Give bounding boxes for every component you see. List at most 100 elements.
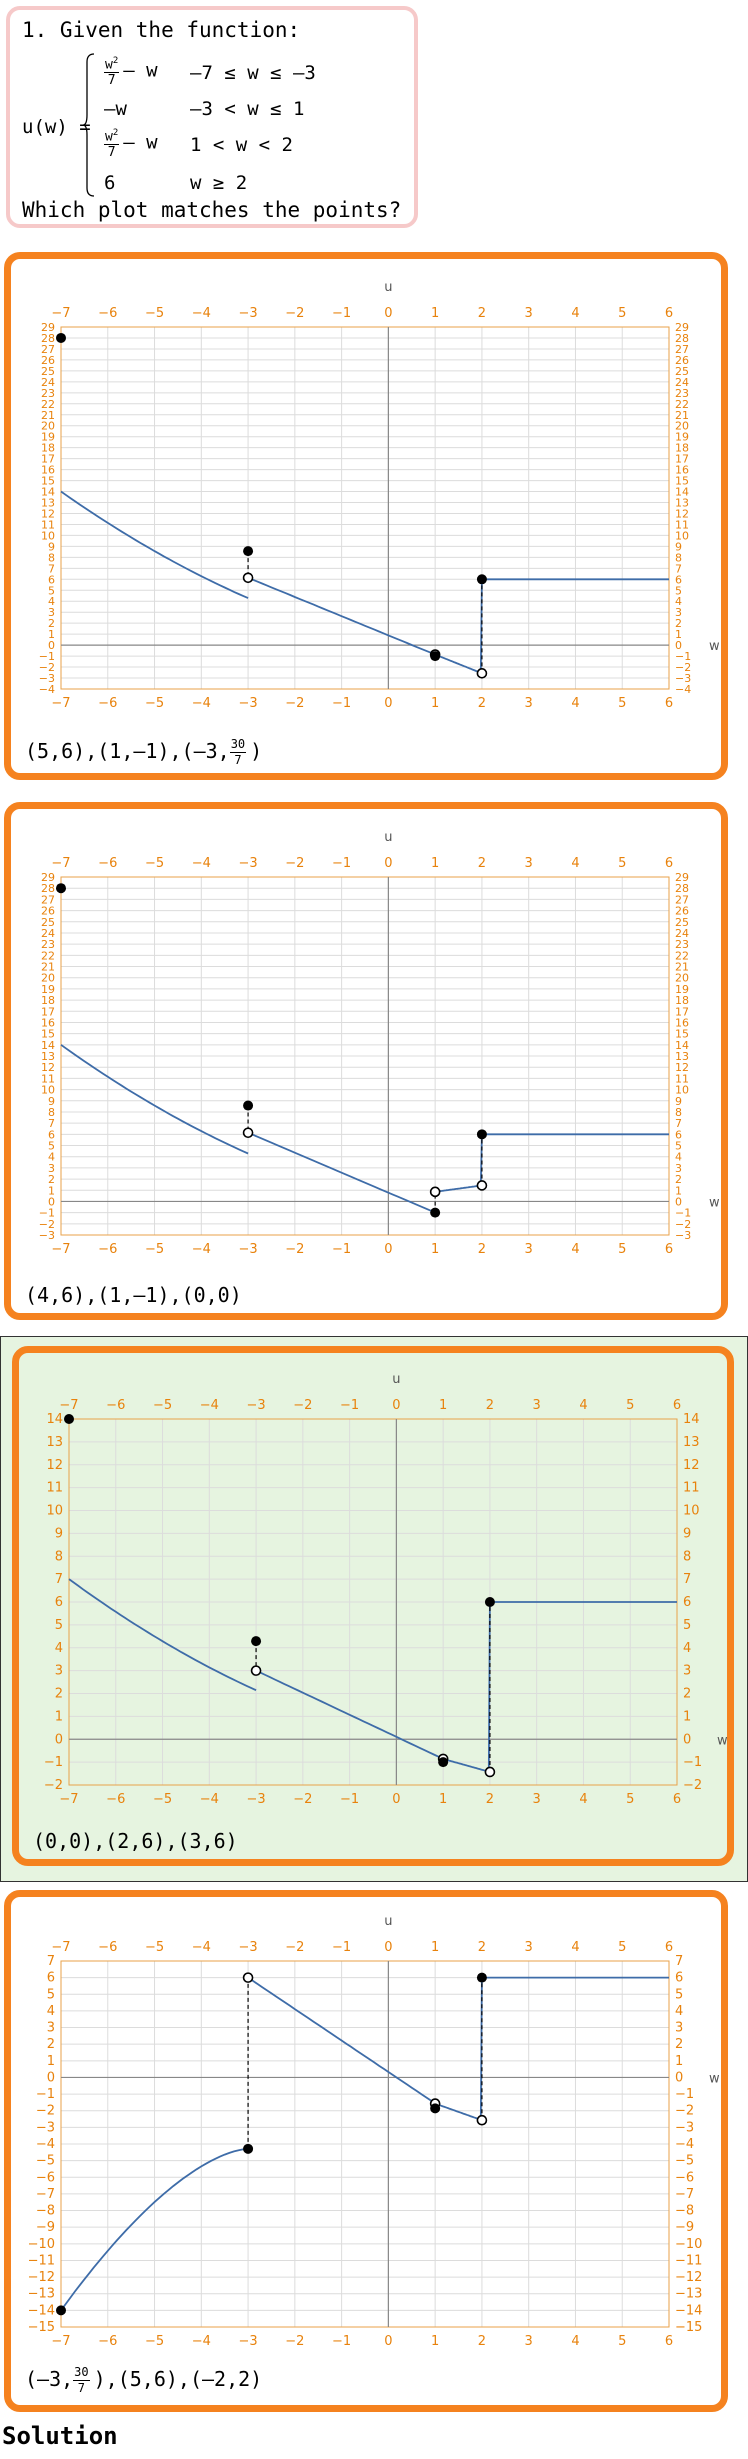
closed-point <box>56 2305 66 2316</box>
y-tick-label-left: 17 <box>41 1005 55 1018</box>
y-tick-label-right: −1 <box>675 1207 691 1220</box>
x-tick-label-top: 5 <box>618 856 626 871</box>
y-tick-label-right: 24 <box>675 927 689 940</box>
y-tick-label-right: 6 <box>675 573 682 586</box>
x-tick-label-bottom: −2 <box>285 1242 304 1257</box>
x-tick-label-bottom: −7 <box>51 2334 70 2349</box>
y-tick-label-left: −1 <box>39 1207 55 1220</box>
y-tick-label-left: 14 <box>41 486 55 499</box>
option-4-card[interactable]: −7 −7 −6 −6 −5 −5 −4 −4 −3 −3 −2 −2 −1 −1 0 0 1 1 2 2 3 3 4 4 5 5… <box>4 1890 728 2412</box>
y-tick-label-left: 10 <box>41 1084 55 1097</box>
y-tick-label-right: 7 <box>675 562 682 575</box>
y-tick-label-left: 22 <box>41 949 55 962</box>
question-title: 1. Given the function: <box>22 18 301 42</box>
piecewise-brace <box>82 53 95 197</box>
y-tick-label-left: 10 <box>46 1504 63 1519</box>
y-tick-label-left: 16 <box>41 464 55 477</box>
x-tick-label-top: 1 <box>431 1940 439 1955</box>
x-tick-label-top: −6 <box>98 1940 117 1955</box>
y-tick-label-left: 19 <box>41 431 55 444</box>
closed-point <box>476 574 487 585</box>
option-2-card[interactable]: −7 −7 −6 −6 −5 −5 −4 −4 −3 −3 −2 −2 −1 −1 0 0 1 1 2 2 3 3 4 4 5 5… <box>4 802 728 1320</box>
y-tick-label-left: 12 <box>41 1061 55 1074</box>
y-tick-label-left: 7 <box>48 1117 55 1130</box>
y-tick-label-left: 15 <box>41 475 55 488</box>
y-tick-label-right: 0 <box>683 1732 691 1747</box>
y-tick-label-right: 1 <box>675 2054 683 2069</box>
y-tick-label-right: 2 <box>683 1687 691 1702</box>
y-tick-label-left: 1 <box>48 1184 55 1197</box>
y-tick-label-left: 17 <box>41 453 55 466</box>
x-tick-label-top: −5 <box>145 856 164 871</box>
y-tick-label-right: −15 <box>675 2320 702 2335</box>
y-tick-label-right: 22 <box>675 949 689 962</box>
y-tick-label-left: 12 <box>41 507 55 520</box>
x-tick-label-bottom: 6 <box>665 1242 673 1257</box>
x-tick-label-top: −3 <box>238 306 257 321</box>
y-tick-label-right: −2 <box>675 661 691 674</box>
x-tick-label-bottom: 6 <box>665 696 673 711</box>
y-tick-label-left: −2 <box>44 1778 63 1793</box>
y-tick-label-right: 27 <box>675 893 689 906</box>
y-tick-label-right: 11 <box>683 1481 700 1496</box>
y-tick-label-right: 14 <box>675 1039 689 1052</box>
case-2-condition: –3 < w ≤ 1 <box>190 98 305 120</box>
x-tick-label-bottom: 2 <box>478 1242 486 1257</box>
option-1-card[interactable]: −7 −7 −6 −6 −5 −5 −4 −4 −3 −3 −2 −2 −1 −1 0 0 1 1 2 2 3 3 4 4 5 5… <box>4 252 728 780</box>
x-axis-label: w <box>709 2071 720 2086</box>
x-tick-label-bottom: −1 <box>332 1242 351 1257</box>
y-tick-label-right: −1 <box>675 650 691 663</box>
y-tick-label-right: −2 <box>675 2104 694 2119</box>
y-tick-label-left: −4 <box>36 2137 55 2152</box>
y-tick-label-right: 25 <box>675 365 689 378</box>
closed-point <box>56 883 66 894</box>
y-tick-label-right: 25 <box>675 916 689 929</box>
y-tick-label-left: 24 <box>41 376 55 389</box>
y-tick-label-right: 23 <box>675 387 689 400</box>
y-axis-label: u <box>384 830 392 845</box>
y-tick-label-right: 12 <box>683 1458 700 1473</box>
curve-segment <box>442 1601 491 1773</box>
y-tick-label-right: 10 <box>683 1504 700 1519</box>
option-3-card[interactable]: −7 −7 −6 −6 −5 −5 −4 −4 −3 −3 −2 −2 −1 −1 0 0 1 1 2 2 3 3 4 4 5 5… <box>12 1346 734 1866</box>
x-tick-label-top: −1 <box>332 306 351 321</box>
y-tick-label-right: −7 <box>675 2187 694 2202</box>
x-tick-label-top: −2 <box>285 856 304 871</box>
x-tick-label-top: −6 <box>98 306 117 321</box>
x-tick-label-bottom: −4 <box>192 2334 211 2349</box>
y-tick-label-left: 12 <box>46 1458 63 1473</box>
x-tick-label-top: −7 <box>51 1940 70 1955</box>
x-tick-label-bottom: 3 <box>525 2334 533 2349</box>
closed-point <box>476 1972 487 1983</box>
x-tick-label-top: −4 <box>192 856 211 871</box>
y-tick-label-left: 0 <box>48 1195 55 1208</box>
x-tick-label-top: −1 <box>332 856 351 871</box>
x-tick-label-top: 0 <box>384 1940 392 1955</box>
curve-segment <box>434 1977 483 2122</box>
x-tick-label-bottom: −5 <box>145 2334 164 2349</box>
y-tick-label-right: −12 <box>675 2270 702 2285</box>
y-tick-label-left: 21 <box>41 961 55 974</box>
option-4-points: (–3, 30 7),(5,6),(–2,2) <box>25 2365 263 2395</box>
open-point <box>242 1972 254 1983</box>
y-tick-label-right: 13 <box>675 497 689 510</box>
y-tick-label-left: 18 <box>41 994 55 1007</box>
y-tick-label-right: 18 <box>675 442 689 455</box>
x-tick-label-top: −2 <box>293 1398 312 1413</box>
y-tick-label-left: 2 <box>48 1173 55 1186</box>
x-tick-label-bottom: 0 <box>384 1242 392 1257</box>
open-point <box>476 2114 488 2126</box>
x-tick-label-bottom: 0 <box>392 1792 400 1807</box>
x-tick-label-bottom: −4 <box>192 696 211 711</box>
y-tick-label-right: 12 <box>675 507 689 520</box>
question-prompt: Which plot matches the points? <box>22 198 402 222</box>
y-tick-label-left: 4 <box>48 1151 55 1164</box>
y-tick-label-left: 6 <box>55 1595 63 1610</box>
curve-segment <box>247 1976 436 2105</box>
y-tick-label-right: −3 <box>675 2120 694 2135</box>
y-tick-label-right: 27 <box>675 343 689 356</box>
y-tick-label-left: −2 <box>36 2104 55 2119</box>
open-point <box>476 1180 488 1191</box>
y-tick-label-right: −9 <box>675 2220 694 2235</box>
x-tick-label-bottom: −2 <box>285 696 304 711</box>
